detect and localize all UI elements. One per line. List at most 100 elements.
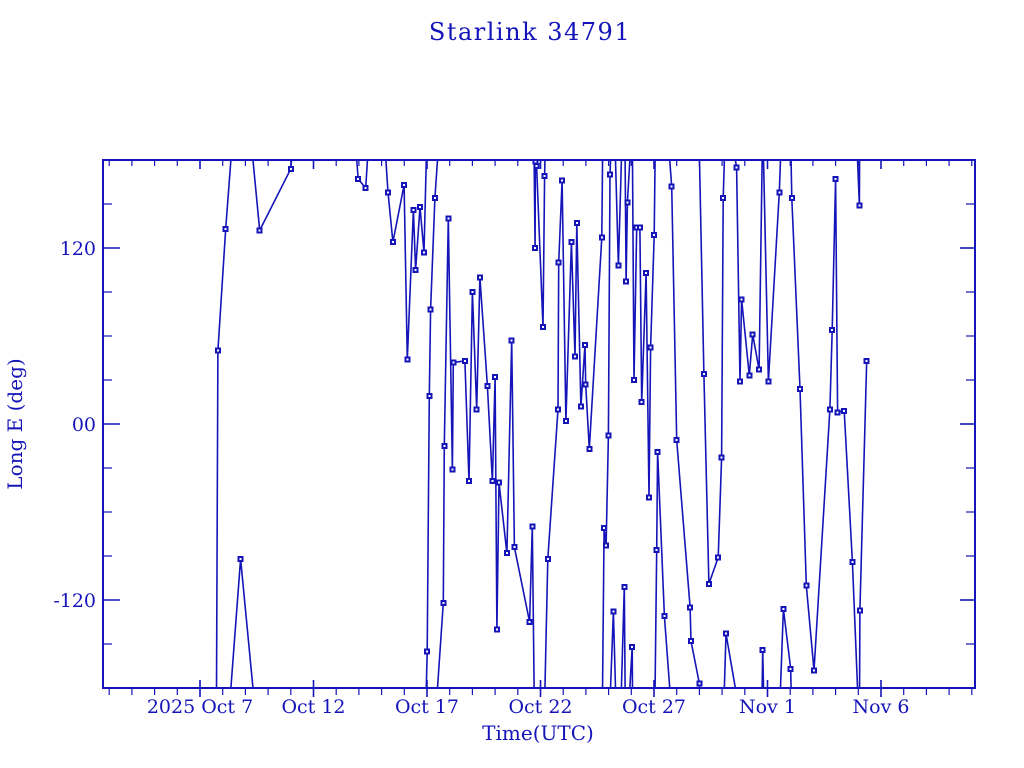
data-point-marker-center [612, 610, 615, 613]
x-tick-label: Oct 22 [508, 696, 572, 718]
data-point-marker-center [216, 349, 219, 352]
data-point-marker-center [557, 261, 560, 264]
data-point-marker-center [725, 632, 727, 635]
data-point-marker-center [836, 411, 839, 414]
x-tick-label: Oct 12 [281, 696, 345, 718]
data-point-marker-center [633, 379, 635, 381]
data-point-marker-center [357, 178, 360, 181]
data-point-marker-center [843, 409, 846, 412]
data-point-marker-center [510, 339, 513, 342]
data-point-marker-center [648, 496, 650, 499]
data-point-marker-center [656, 450, 659, 453]
x-tick-label: Nov 6 [853, 696, 910, 718]
data-point-marker-center [575, 222, 578, 225]
data-point-marker-center [447, 217, 450, 220]
x-tick-label: Oct 17 [395, 696, 459, 718]
data-point-marker-center [443, 445, 446, 447]
y-tick-label: -120 [53, 590, 96, 612]
data-point-marker-center [570, 241, 573, 244]
data-point-marker-center [702, 373, 705, 376]
data-point-marker-center [546, 557, 549, 560]
data-point-marker-center [858, 204, 861, 207]
data-point-marker-center [635, 226, 638, 229]
y-tick-label: 00 [72, 414, 96, 436]
data-point-marker-center [289, 167, 292, 170]
data-point-marker-center [645, 271, 648, 274]
data-point-marker-center [655, 549, 658, 552]
x-tick-label: Nov 1 [739, 696, 796, 718]
chart-title: Starlink 34791 [429, 18, 631, 46]
x-axis-label: Time(UTC) [482, 721, 594, 745]
data-point-marker-center [491, 480, 494, 483]
data-point-marker-center [626, 201, 629, 204]
data-point-marker-center [495, 628, 498, 631]
data-point-marker-center [574, 355, 576, 358]
data-point-marker-center [799, 387, 801, 390]
axes-frame [102, 159, 976, 697]
data-point-marker-center [452, 361, 455, 364]
data-point-marker-center [534, 247, 537, 249]
data-point-marker-center [403, 183, 406, 186]
data-point-marker-center [649, 346, 652, 349]
data-point-marker-center [561, 179, 564, 182]
data-point-marker-center [543, 175, 546, 178]
data-point-marker-center [828, 408, 831, 411]
data-point-marker-center [505, 552, 508, 555]
data-point-marker-center [419, 205, 421, 208]
data-point-marker-center [429, 308, 432, 311]
data-point-marker-center [535, 164, 538, 167]
data-point-marker-center [584, 383, 587, 386]
data-point-marker-center [813, 669, 815, 672]
data-point-marker-center [224, 227, 227, 230]
data-point-marker-center [631, 645, 634, 648]
x-tick-label: 2025 Oct 7 [147, 696, 253, 718]
data-point-marker-center [607, 434, 610, 437]
data-point-marker-center [670, 185, 673, 188]
data-point-marker-center [442, 601, 445, 604]
data-point-marker-center [758, 368, 761, 371]
x-tick-label: Oct 27 [622, 696, 686, 718]
data-point-marker-center [675, 439, 678, 442]
data-point-marker-center [451, 468, 454, 471]
data-point-marker-center [623, 585, 626, 588]
data-series [214, 160, 870, 688]
data-point-marker-center [588, 447, 591, 450]
data-point-marker-center [858, 609, 861, 612]
data-point-marker-center [609, 173, 611, 176]
data-point-marker-center [748, 374, 751, 377]
data-point-marker-center [557, 408, 559, 411]
data-point-marker-center [717, 556, 720, 559]
data-point-marker-center [603, 527, 606, 530]
data-point-marker-center [790, 197, 793, 200]
data-point-marker-center [751, 333, 754, 336]
data-point-marker-center [739, 380, 741, 383]
data-point-marker-center [617, 264, 620, 267]
data-point-marker-center [258, 229, 261, 232]
data-point-marker-center [531, 525, 534, 528]
data-point-marker-center [486, 384, 489, 387]
data-point-marker-center [653, 233, 656, 236]
data-point-marker-center [468, 480, 470, 483]
data-point-marker-center [698, 682, 701, 685]
data-point-marker-center [426, 650, 429, 653]
data-point-marker-center [740, 298, 743, 301]
data-point-marker-center [513, 546, 516, 549]
data-point-marker-center [463, 359, 466, 362]
data-point-marker-center [638, 226, 641, 229]
data-point-marker-center [433, 197, 436, 200]
data-point-marker-center [605, 544, 608, 547]
data-point-marker-center [640, 401, 643, 403]
data-point-marker-center [761, 648, 764, 651]
data-point-marker-center [579, 405, 582, 408]
data-point-markers [214, 160, 870, 687]
data-point-marker-center [831, 329, 834, 332]
data-point-marker-center [600, 236, 603, 239]
data-point-marker-center [782, 607, 785, 610]
data-point-marker-center [428, 395, 431, 398]
data-point-marker-center [471, 291, 474, 293]
data-point-marker-center [364, 186, 367, 189]
data-point-marker-center [423, 251, 425, 254]
data-point-marker-center [789, 667, 792, 670]
data-point-marker-center [805, 584, 808, 587]
